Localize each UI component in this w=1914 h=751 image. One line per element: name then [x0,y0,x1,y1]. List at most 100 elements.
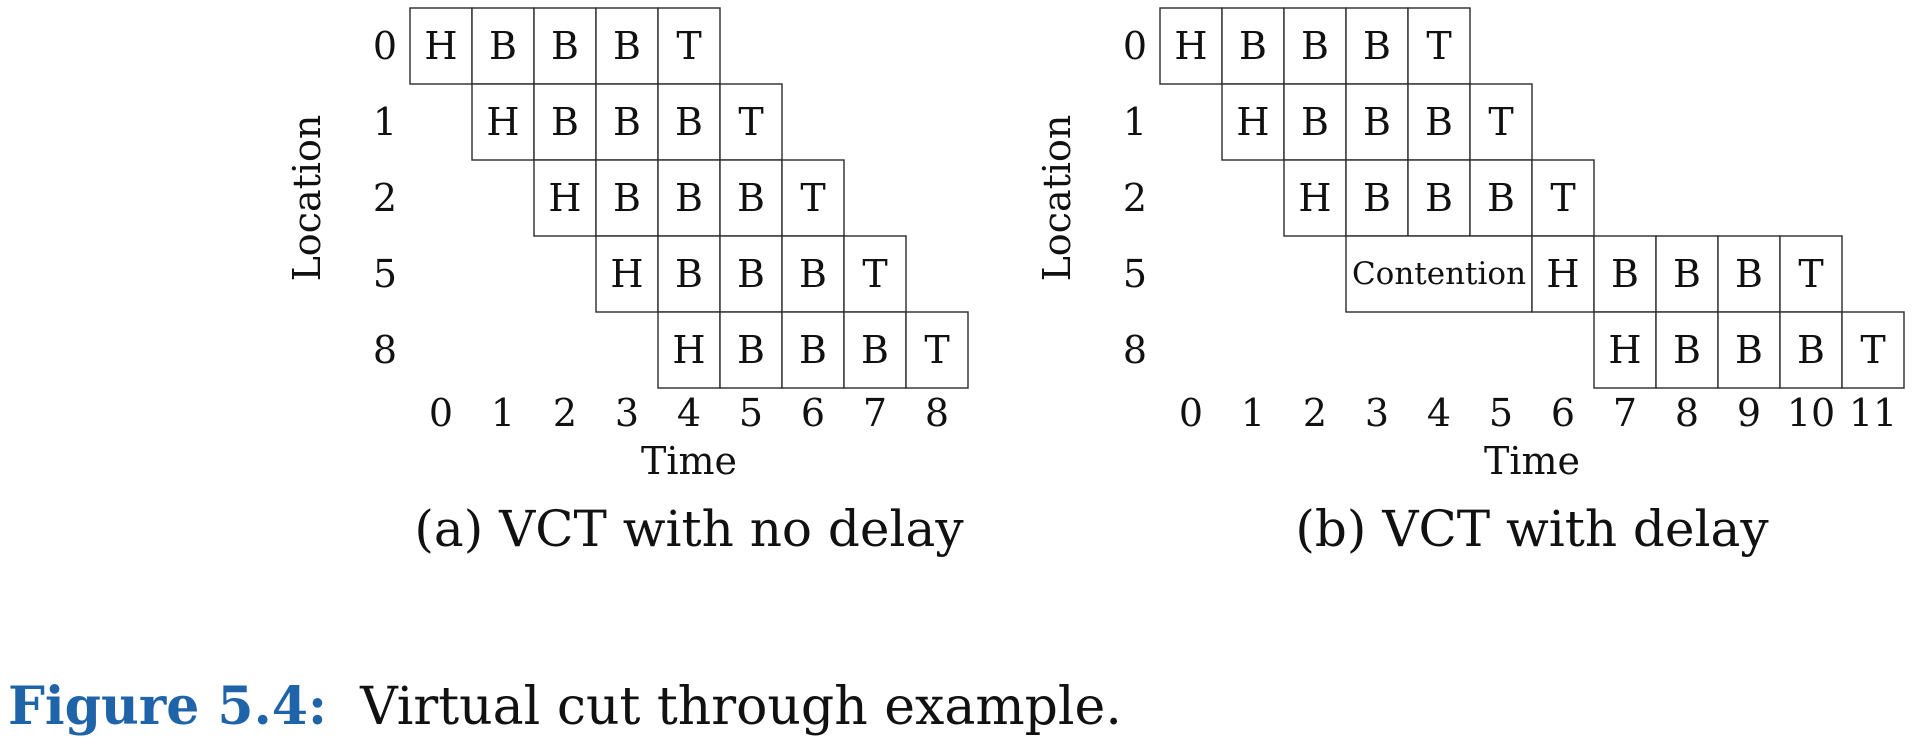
time-tick-label: 1 [491,391,515,435]
flit-body-label: B [675,176,703,220]
location-tick-label: 2 [1123,176,1147,220]
flit-body-label: B [1363,24,1391,68]
flit-body-label: B [1425,176,1453,220]
flit-body-label: B [675,252,703,296]
flit-tail-label: T [800,176,825,220]
x-axis-title: Time [1484,439,1580,483]
flit-head-label: H [672,328,705,372]
flit-tail-label: T [738,100,763,144]
flit-body-label: B [1797,328,1825,372]
flit-head-label: H [548,176,581,220]
location-tick-label: 0 [373,24,397,68]
flit-body-box [1717,235,1781,313]
flit-body-box [1469,159,1533,237]
flit-body-box [719,235,783,313]
flit-body-label: B [1487,176,1515,220]
flit-body-label: B [551,100,579,144]
panel-caption: (a) VCT with no delay [414,500,964,558]
flit-body-box [719,311,783,389]
y-axis-title: Location [285,115,329,282]
flit-head-box [1221,83,1285,161]
flit-body-label: B [1363,176,1391,220]
flit-body-label: B [737,328,765,372]
flit-tail-label: T [924,328,949,372]
location-tick-label: 0 [1123,24,1147,68]
flit-head-label: H [1298,176,1331,220]
figure-caption-text: Virtual cut through example. [360,677,1122,737]
flit-body-box [533,7,597,85]
flit-tail-box [843,235,907,313]
flit-head-box [1531,235,1595,313]
flit-body-label: B [613,176,641,220]
flit-body-box [1655,311,1719,389]
location-tick-label: 5 [373,252,397,296]
flit-head-box [409,7,473,85]
flit-body-box [1345,7,1409,85]
flit-body-label: B [1239,24,1267,68]
flit-body-box [471,7,535,85]
panel-b: 0 H B B B T1 H B B B T2 H B B B T5 Contention H B B B T8 H B B B T… [1035,7,1905,558]
time-tick-label: 3 [615,391,639,435]
flit-body-box [781,235,845,313]
panel-caption: (b) VCT with delay [1295,500,1769,558]
flit-body-box [1345,159,1409,237]
flit-body-label: B [613,100,641,144]
x-axis-title: Time [641,439,737,483]
contention-label: Contention [1352,256,1526,292]
time-tick-label: 2 [553,391,577,435]
flit-tail-box [1779,235,1843,313]
flit-body-box [1717,311,1781,389]
flit-tail-label: T [1550,176,1575,220]
flit-body-label: B [1301,100,1329,144]
time-tick-label: 8 [925,391,949,435]
time-tick-label: 11 [1849,391,1897,435]
row-location-5: 5 Contention H B B B T [1123,235,1843,313]
flit-tail-label: T [1860,328,1885,372]
time-tick-label: 7 [863,391,887,435]
location-tick-label: 5 [1123,252,1147,296]
time-tick-label: 5 [1489,391,1513,435]
figure-caption: Figure 5.4: Virtual cut through example. [8,676,1122,737]
flit-head-label: H [1174,24,1207,68]
time-tick-label: 5 [739,391,763,435]
flit-tail-box [1407,7,1471,85]
flit-tail-label: T [1426,24,1451,68]
flit-body-box [1593,235,1657,313]
flit-tail-box [719,83,783,161]
flit-head-label: H [1546,252,1579,296]
flit-body-box [719,159,783,237]
flit-tail-box [1531,159,1595,237]
flit-body-label: B [737,252,765,296]
time-tick-label: 3 [1365,391,1389,435]
flit-tail-label: T [676,24,701,68]
flit-body-label: B [1611,252,1639,296]
flit-body-label: B [1363,100,1391,144]
time-tick-label: 4 [677,391,701,435]
flit-head-box [1593,311,1657,389]
flit-head-box [657,311,721,389]
flit-tail-box [1841,311,1905,389]
flit-body-box [1283,7,1347,85]
flit-body-label: B [1673,328,1701,372]
flit-body-label: B [737,176,765,220]
time-tick-label: 6 [801,391,825,435]
flit-body-label: B [489,24,517,68]
contention-box [1345,235,1533,313]
time-tick-label: 0 [1179,391,1203,435]
flit-body-label: B [1673,252,1701,296]
flit-tail-label: T [862,252,887,296]
flit-body-label: B [861,328,889,372]
flit-body-label: B [1425,100,1453,144]
panel-a: 0 H B B B T1 H B B B T2 H B B B T5 H B B B T8 H B B B T0 1 2 3 4 5 6 7 8T… [285,7,969,558]
flit-head-box [1283,159,1347,237]
flit-head-label: H [1608,328,1641,372]
flit-body-box [595,159,659,237]
location-tick-label: 8 [373,328,397,372]
